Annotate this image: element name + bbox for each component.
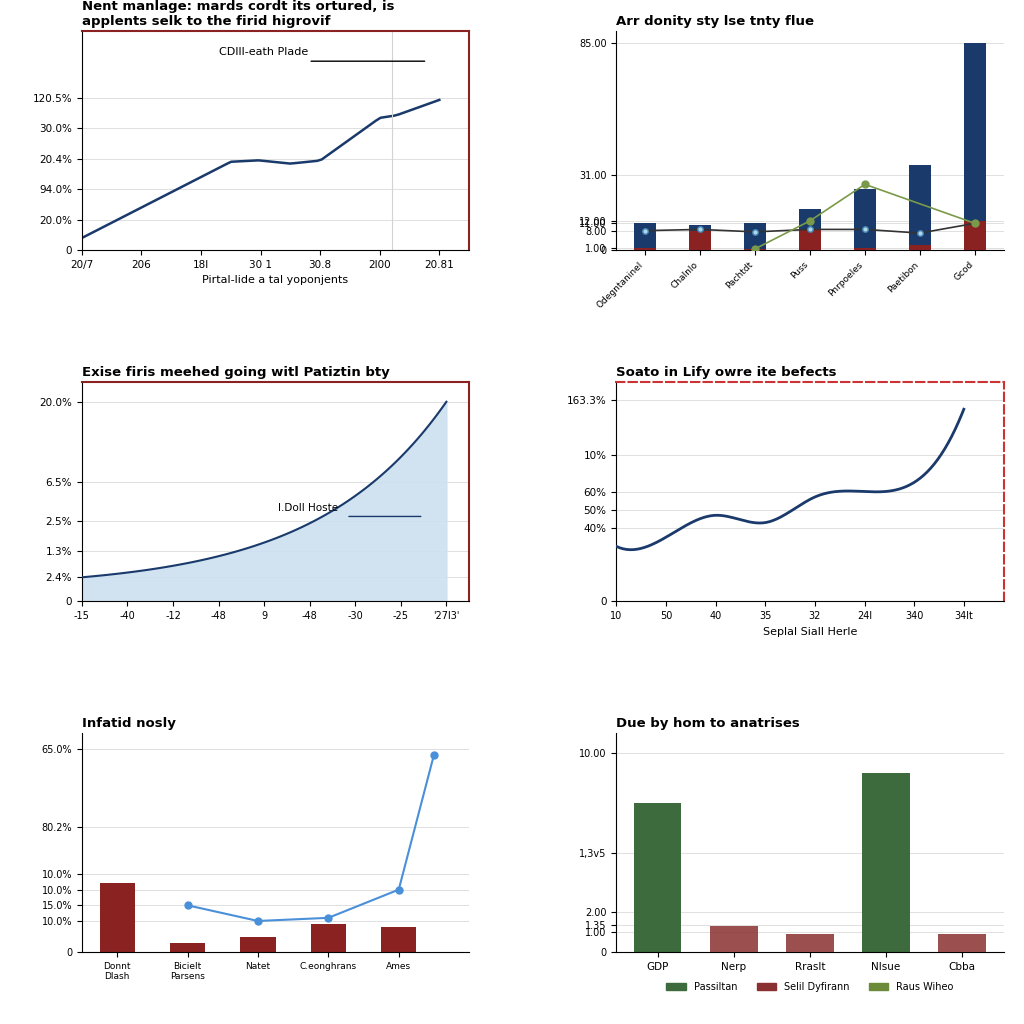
Bar (381, 928, 417, 952)
Bar (743, 223, 766, 250)
Bar (799, 229, 821, 250)
Bar (710, 927, 758, 952)
Text: Arr donity sty lse tnty flue: Arr donity sty lse tnty flue (616, 15, 814, 29)
Text: CDIll-eath Plade: CDIll-eath Plade (219, 47, 308, 57)
Text: Infatid nosly: Infatid nosly (82, 718, 176, 730)
Bar (310, 924, 346, 952)
Bar (634, 248, 656, 250)
Text: Due by hom to anatrises: Due by hom to anatrises (616, 718, 800, 730)
Bar (964, 43, 986, 250)
Bar (786, 934, 834, 952)
Text: Soato in Lify owre ite befects: Soato in Lify owre ite befects (616, 367, 837, 379)
Text: Exise firis meehed going witl Patiztin bty: Exise firis meehed going witl Patiztin b… (82, 367, 390, 379)
Bar (241, 937, 275, 952)
Text: Nent manlage: mards cordt its ortured, is
applents selk to the firid higrovif: Nent manlage: mards cordt its ortured, i… (82, 0, 394, 29)
Bar (689, 230, 711, 250)
X-axis label: Seplal Siall Herle: Seplal Siall Herle (763, 627, 857, 637)
Bar (909, 165, 931, 250)
Bar (854, 189, 876, 250)
Bar (862, 773, 909, 952)
Bar (634, 803, 681, 952)
Bar (689, 224, 711, 250)
Bar (799, 209, 821, 250)
Bar (743, 249, 766, 250)
Bar (938, 934, 986, 952)
Text: I.Doll Hoste: I.Doll Hoste (278, 504, 338, 513)
Bar (909, 246, 931, 250)
Bar (634, 223, 656, 250)
Bar (170, 943, 205, 952)
Bar (964, 221, 986, 250)
Legend: Passiltan, Selil Dyfirann, Raus Wiheo: Passiltan, Selil Dyfirann, Raus Wiheo (663, 978, 957, 995)
Bar (99, 884, 135, 952)
X-axis label: Pirtal-lide a tal yoponjents: Pirtal-lide a tal yoponjents (203, 275, 348, 286)
Bar (854, 248, 876, 250)
